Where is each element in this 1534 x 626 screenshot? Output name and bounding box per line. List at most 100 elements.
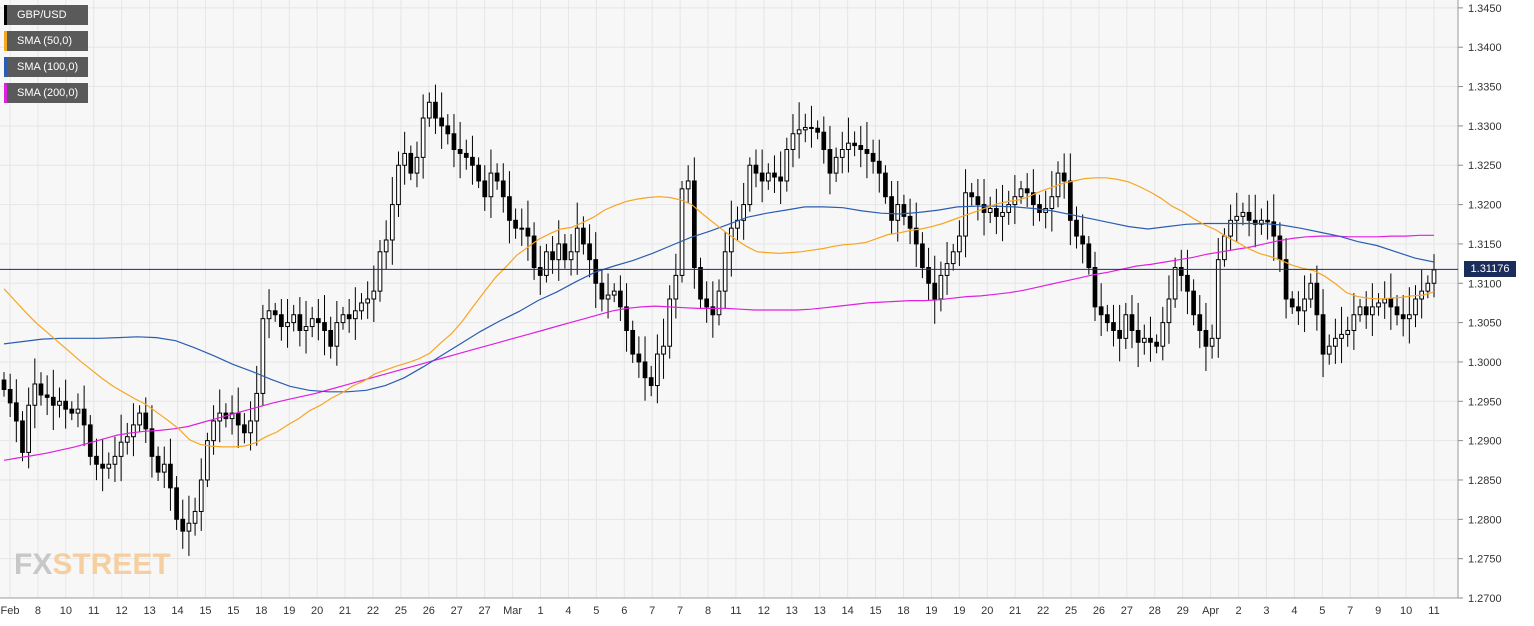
candle-body — [1382, 298, 1388, 304]
candle-body — [112, 455, 118, 465]
candle-body — [599, 282, 605, 300]
candle-body — [420, 117, 426, 158]
candle-body — [772, 172, 777, 178]
x-tick-label: 13 — [786, 605, 798, 617]
candle-body — [1283, 259, 1289, 300]
candle-body — [648, 377, 654, 387]
candle-body — [1394, 306, 1400, 316]
candle-body — [494, 172, 500, 182]
legend-item-sma200[interactable]: SMA (200,0) — [4, 83, 89, 103]
x-tick-label: 12 — [116, 605, 128, 617]
candle-body — [457, 149, 463, 154]
candle-body — [439, 117, 444, 127]
logo-fx: FX — [14, 548, 53, 581]
candle-body — [839, 149, 845, 158]
candle-body — [519, 227, 525, 230]
candle-body — [396, 164, 401, 206]
candle-body — [716, 290, 722, 316]
candle-body — [618, 290, 623, 308]
candle-body — [297, 314, 303, 331]
candle-body — [913, 227, 919, 245]
x-tick-label: 15 — [199, 605, 211, 617]
candle-body — [1333, 337, 1338, 347]
candle-body — [1215, 259, 1221, 339]
x-tick-label: 27 — [451, 605, 463, 617]
y-tick-label: 1.2950 — [1468, 396, 1502, 408]
y-tick-label: 1.2850 — [1468, 475, 1502, 487]
candle-body — [371, 290, 377, 300]
candle-body — [303, 326, 309, 331]
candle-body — [1289, 298, 1295, 308]
candle-body — [285, 322, 290, 328]
candle-body — [1006, 204, 1012, 213]
candle-body — [1203, 329, 1209, 347]
candle-body — [556, 243, 562, 261]
x-tick-label: 22 — [1037, 605, 1049, 617]
candle-body — [38, 383, 44, 396]
candle-body — [75, 408, 81, 414]
candle-body — [26, 404, 32, 453]
legend-item-sma50[interactable]: SMA (50,0) — [4, 31, 89, 51]
candle-body — [728, 227, 734, 253]
candle-body — [266, 310, 272, 320]
candle-body — [248, 420, 253, 434]
candle-body — [205, 440, 210, 481]
x-tick-label: 27 — [1121, 605, 1133, 617]
legend-item-sma100[interactable]: SMA (100,0) — [4, 57, 89, 77]
candle-body — [642, 361, 648, 379]
candle-body — [1259, 219, 1264, 225]
candle-body — [137, 412, 142, 426]
candle-body — [513, 219, 518, 229]
candle-body — [655, 353, 660, 387]
candle-body — [1425, 282, 1431, 292]
candle-body — [1357, 306, 1363, 316]
candle-body — [291, 314, 297, 324]
candle-body — [186, 522, 192, 532]
candle-body — [100, 463, 105, 469]
candle-body — [1345, 329, 1351, 335]
candle-body — [1074, 219, 1079, 237]
x-tick-label: 29 — [1177, 605, 1189, 617]
candle-body — [1326, 345, 1332, 355]
candle-body — [1320, 314, 1326, 355]
candle-body — [531, 235, 537, 269]
plot-area — [0, 0, 1458, 598]
candle-body — [482, 180, 488, 198]
x-tick-label: 26 — [1093, 605, 1105, 617]
candle-body — [1197, 314, 1203, 331]
candle-body — [1363, 306, 1369, 316]
candle-body — [445, 125, 451, 135]
x-tick-label: 28 — [1149, 605, 1161, 617]
candle-body — [858, 145, 864, 151]
candle-body — [1265, 219, 1270, 223]
candle-body — [1406, 314, 1412, 320]
candle-body — [1376, 302, 1381, 308]
candle-body — [568, 251, 574, 261]
candle-body — [50, 396, 56, 406]
candle-body — [679, 188, 685, 276]
candle-body — [131, 424, 136, 438]
candle-body — [143, 412, 149, 430]
candle-body — [926, 267, 931, 284]
candle-body — [1351, 314, 1357, 331]
candle-body — [876, 160, 882, 174]
legend-label-gbpusd: GBP/USD — [17, 9, 67, 21]
y-tick-label: 1.3050 — [1468, 318, 1502, 330]
candle-body — [94, 455, 99, 465]
candle-body — [377, 251, 383, 292]
sma200-line — [3, 234, 1434, 461]
candle-body — [704, 298, 710, 308]
x-tick-label: 11 — [88, 605, 99, 617]
legend-label-sma100: SMA (100,0) — [17, 61, 79, 73]
candle-body — [57, 400, 62, 406]
y-tick-label: 1.3450 — [1468, 3, 1502, 15]
legend-item-gbpusd[interactable]: GBP/USD — [4, 5, 89, 25]
candle-body — [408, 152, 414, 174]
y-tick-label: 1.2900 — [1468, 436, 1502, 448]
legend-label-sma50: SMA (50,0) — [17, 35, 73, 47]
candle-body — [1302, 298, 1307, 312]
candle-body — [759, 172, 765, 182]
candle-body — [587, 243, 592, 261]
candle-body — [507, 196, 512, 221]
